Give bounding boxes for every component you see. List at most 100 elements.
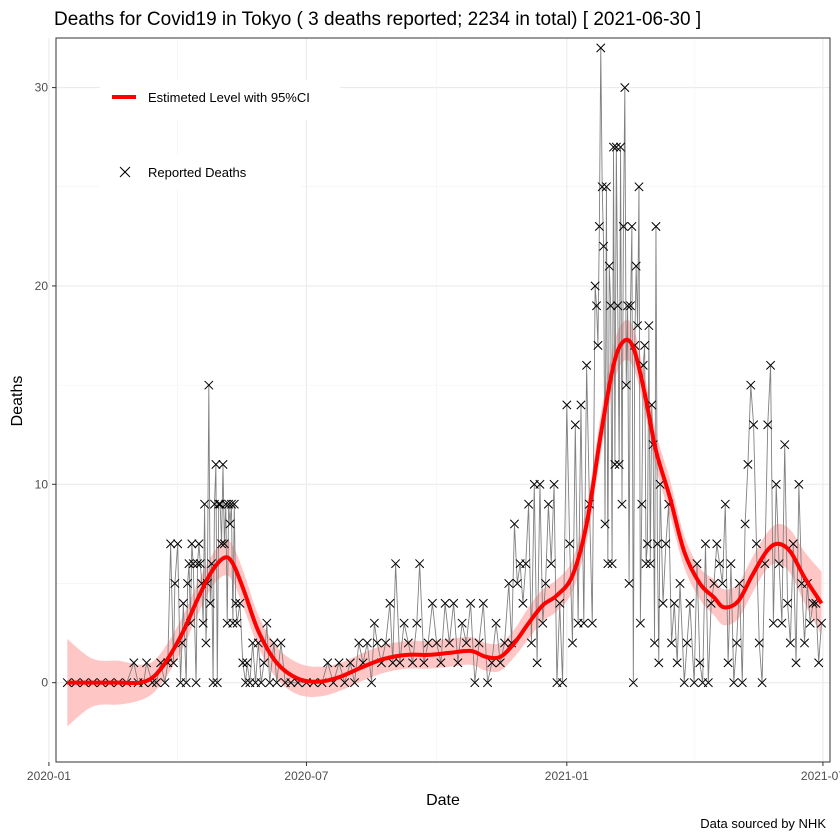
reported-point xyxy=(362,638,372,648)
reported-point xyxy=(635,618,645,628)
reported-point xyxy=(717,578,728,589)
reported-point xyxy=(633,321,643,331)
reported-point xyxy=(229,499,239,509)
reported-point xyxy=(555,598,565,608)
reported-point xyxy=(432,638,442,648)
reported-point xyxy=(499,638,510,648)
legend: Estimeted Level with 95%CI Reported Deat… xyxy=(100,80,340,189)
reported-point xyxy=(369,618,379,628)
reported-point xyxy=(129,658,139,668)
reported-point xyxy=(546,559,556,569)
reported-point xyxy=(231,598,241,608)
reported-point xyxy=(226,499,237,509)
reported-point xyxy=(232,618,242,628)
reported-point xyxy=(766,360,776,370)
reported-point xyxy=(774,559,784,569)
reported-point xyxy=(419,658,429,668)
reported-point xyxy=(173,539,183,549)
reported-point xyxy=(627,221,637,231)
legend-key-bg-estimate xyxy=(100,80,340,120)
y-tick-label: 10 xyxy=(35,477,49,491)
reported-point xyxy=(478,598,488,608)
reported-point xyxy=(225,519,235,529)
reported-point xyxy=(749,420,759,430)
y-tick-label: 20 xyxy=(35,279,49,293)
reported-point xyxy=(720,499,730,509)
reported-point xyxy=(637,499,647,509)
reported-point xyxy=(651,221,661,231)
reported-point xyxy=(621,380,631,390)
reported-point xyxy=(599,241,609,251)
reported-point xyxy=(354,638,364,648)
reported-point xyxy=(415,559,425,569)
reported-point xyxy=(808,598,818,608)
reported-point xyxy=(746,380,756,390)
reported-point xyxy=(805,618,815,628)
axes: 0 10 20 30 2020-01 2020-07 2021-01 2021-07 xyxy=(27,37,840,783)
reported-point xyxy=(62,678,72,688)
reported-point xyxy=(601,182,611,192)
reported-point xyxy=(518,598,528,608)
reported-point xyxy=(654,658,664,668)
reported-point xyxy=(195,559,205,569)
reported-point xyxy=(729,678,739,688)
reported-point xyxy=(366,678,377,688)
reported-point xyxy=(168,658,178,668)
reported-point xyxy=(785,638,795,648)
x-tick-label: 2021-01 xyxy=(545,769,589,783)
reported-point xyxy=(535,479,545,489)
reported-point xyxy=(391,559,401,569)
reported-point xyxy=(614,459,624,470)
reported-point xyxy=(715,559,725,569)
reported-point xyxy=(151,678,162,688)
reported-point xyxy=(399,618,409,628)
reported-point xyxy=(607,559,617,569)
reported-point xyxy=(466,598,476,608)
reported-point xyxy=(644,321,654,331)
reported-point xyxy=(593,340,603,351)
reported-point xyxy=(703,678,713,688)
reported-point xyxy=(625,301,636,311)
reported-point xyxy=(269,638,279,648)
reported-point xyxy=(771,479,781,489)
reported-point xyxy=(334,658,344,668)
reported-point xyxy=(509,519,520,529)
reported-point xyxy=(631,261,641,271)
reported-point xyxy=(757,678,767,688)
reported-point xyxy=(763,420,773,430)
reported-point xyxy=(187,539,197,549)
reported-point xyxy=(768,618,778,628)
reported-point xyxy=(579,618,589,628)
reported-point xyxy=(217,539,227,549)
x-tick-label: 2021-07 xyxy=(801,769,840,783)
reported-point xyxy=(777,618,787,628)
reported-point xyxy=(608,142,619,152)
reported-point xyxy=(491,618,501,628)
reported-point xyxy=(340,678,350,688)
reported-point xyxy=(652,539,662,549)
reported-point xyxy=(205,598,215,608)
reported-point xyxy=(345,658,355,668)
reported-point xyxy=(276,638,286,648)
x-axis-title: Date xyxy=(426,792,460,809)
reported-point xyxy=(596,43,606,53)
reported-point xyxy=(198,618,208,628)
reported-point xyxy=(780,440,790,450)
reported-point xyxy=(423,638,433,648)
reported-point xyxy=(541,578,551,589)
reported-point xyxy=(613,301,623,311)
legend-label-reported: Reported Deaths xyxy=(148,165,247,180)
reported-point xyxy=(604,261,614,271)
x-tick-label: 2020-07 xyxy=(284,769,328,783)
reported-point xyxy=(181,678,191,688)
reported-point xyxy=(634,182,644,192)
reported-point xyxy=(679,678,689,688)
reported-point xyxy=(219,539,229,549)
reported-point xyxy=(495,658,505,668)
reported-point xyxy=(640,340,650,351)
chart-title: Deaths for Covid19 in Tokyo ( 3 deaths r… xyxy=(54,9,701,30)
reported-point xyxy=(184,559,194,569)
reported-point xyxy=(672,658,682,668)
reported-point xyxy=(624,578,634,589)
reported-point xyxy=(570,420,580,430)
